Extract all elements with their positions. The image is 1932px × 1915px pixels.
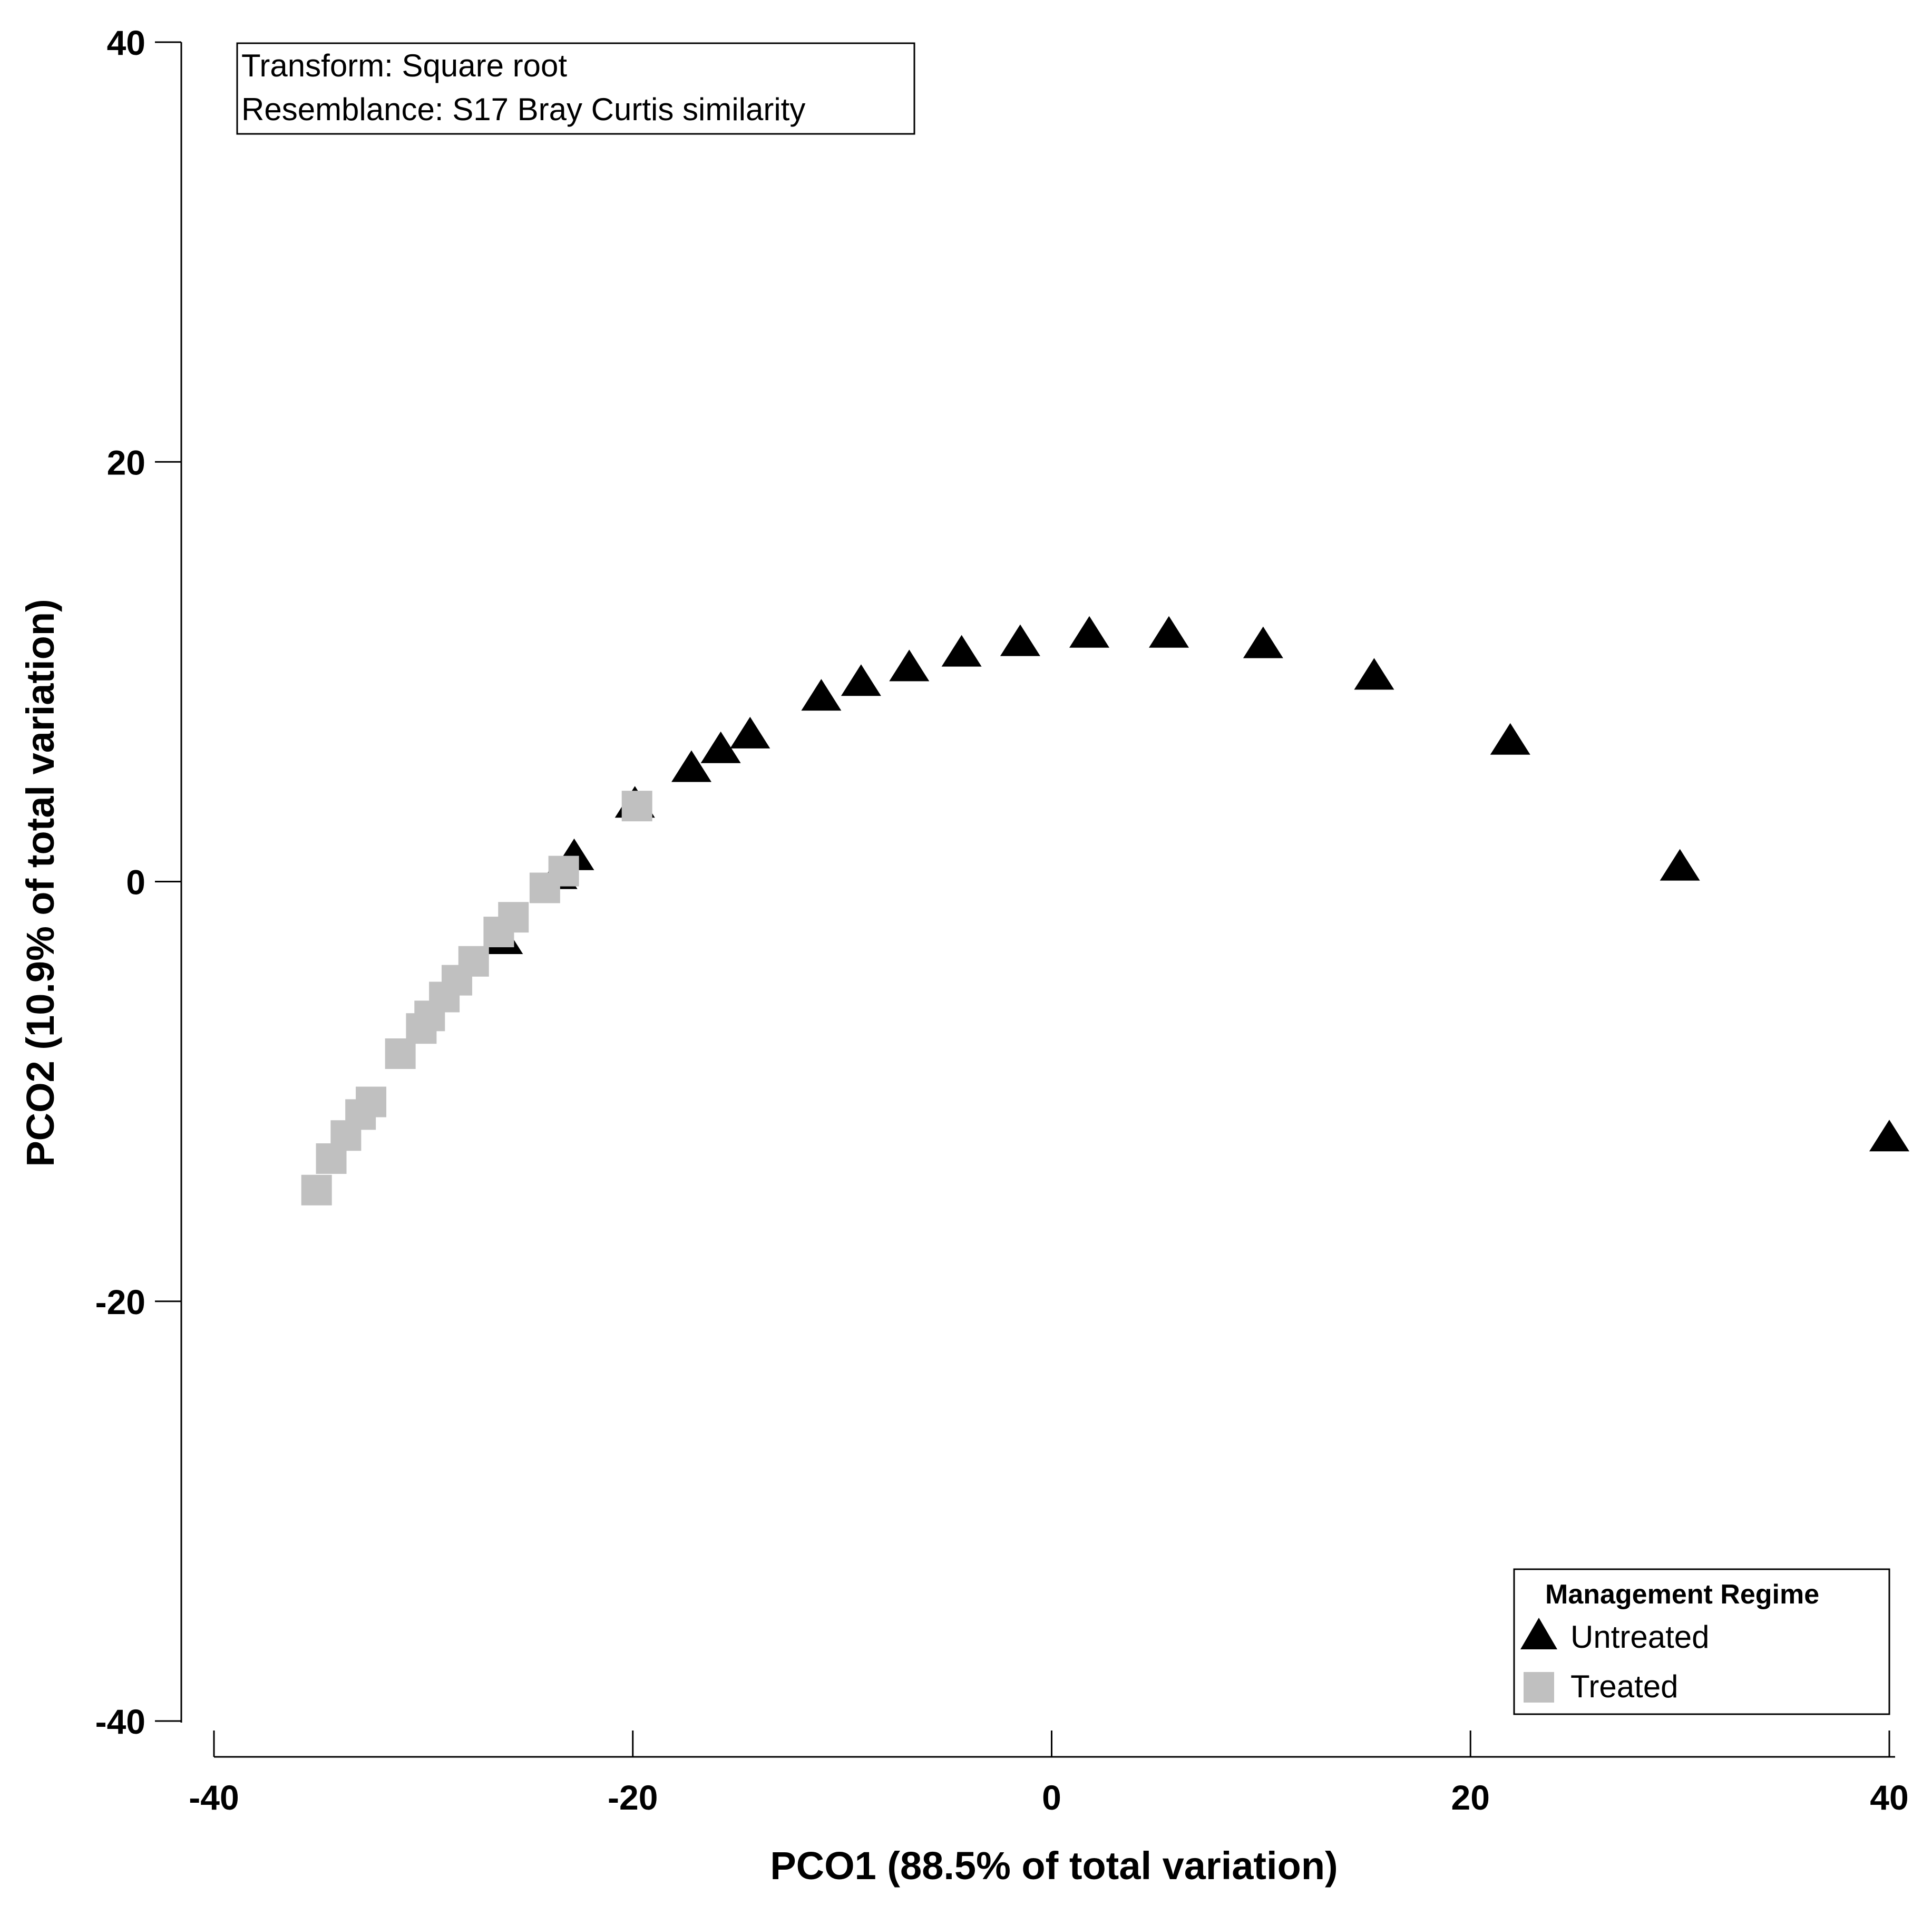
x-tick-label: 0 xyxy=(1042,1778,1061,1817)
untreated-point xyxy=(801,679,842,711)
untreated-point xyxy=(1490,723,1530,755)
legend-frame xyxy=(1513,1568,1890,1715)
untreated-point xyxy=(1354,658,1394,690)
legend-treated-marker xyxy=(1524,1672,1554,1703)
legend: Management Regime Untreated Treated xyxy=(1513,1568,1890,1715)
annotation-box: Transform: Square root Resemblance: S17 … xyxy=(236,42,915,135)
legend-treated-label: Treated xyxy=(1570,1669,1679,1704)
x-tick-label: -40 xyxy=(189,1778,239,1817)
data-points xyxy=(301,616,1909,1206)
untreated-point xyxy=(889,649,930,682)
annotation-frame xyxy=(236,42,915,135)
y-tick-label: 20 xyxy=(107,443,145,482)
annotation-resemblance: Resemblance: S17 Bray Curtis similarity xyxy=(241,92,805,127)
x-tick-label: 40 xyxy=(1870,1778,1908,1817)
annotation-transform: Transform: Square root xyxy=(241,48,567,83)
untreated-point xyxy=(671,750,712,782)
untreated-point xyxy=(1243,626,1283,658)
y-axis-title: PCO2 (10.9% of total variation) xyxy=(18,599,62,1167)
untreated-point xyxy=(841,664,881,696)
series-treated xyxy=(301,791,652,1206)
x-axis-title: PCO1 (88.5% of total variation) xyxy=(770,1844,1338,1888)
x-axis-ticks: -40 -20 0 20 40 xyxy=(189,1731,1909,1817)
y-tick-label: 40 xyxy=(107,23,145,62)
x-tick-label: -20 xyxy=(608,1778,658,1817)
untreated-point xyxy=(941,635,982,667)
treated-point xyxy=(483,917,514,948)
untreated-point xyxy=(1000,624,1040,656)
treated-point xyxy=(301,1174,332,1206)
legend-title: Management Regime xyxy=(1545,1579,1819,1610)
treated-point xyxy=(385,1038,416,1069)
y-axis-ticks: 40 20 0 -20 -40 xyxy=(95,23,181,1741)
treated-point xyxy=(316,1143,347,1174)
untreated-point xyxy=(1869,1120,1909,1152)
untreated-point xyxy=(730,716,770,748)
x-tick-label: 20 xyxy=(1451,1778,1490,1817)
series-untreated xyxy=(483,616,1909,1152)
untreated-point xyxy=(700,731,741,763)
y-tick-label: -20 xyxy=(95,1282,145,1321)
treated-point xyxy=(529,872,560,903)
untreated-point xyxy=(1069,616,1110,648)
treated-point xyxy=(621,791,652,822)
y-tick-label: 0 xyxy=(126,863,145,902)
legend-untreated-label: Untreated xyxy=(1570,1619,1710,1655)
legend-untreated-marker xyxy=(1520,1618,1557,1649)
untreated-point xyxy=(1660,849,1700,881)
y-tick-label: -40 xyxy=(95,1702,145,1741)
untreated-point xyxy=(1149,616,1189,648)
